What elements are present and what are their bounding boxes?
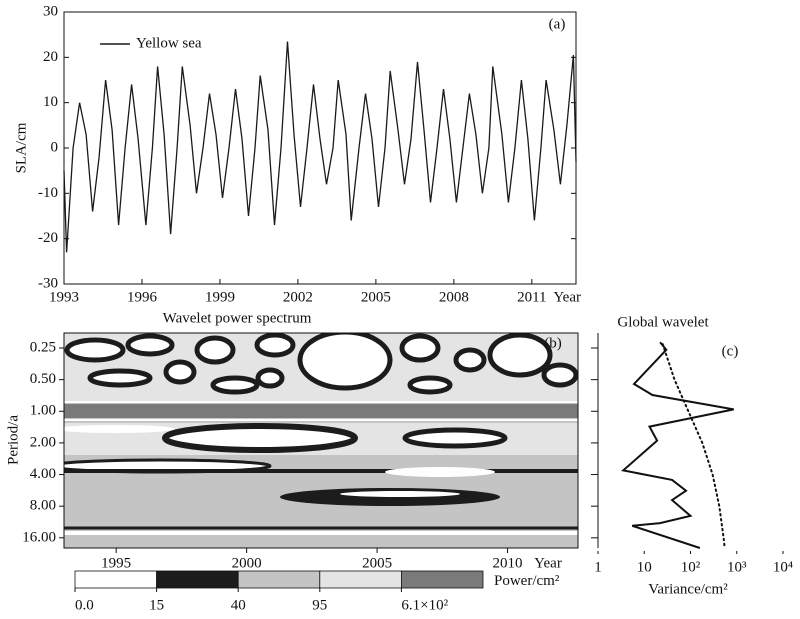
x-tick-label: 10² (681, 559, 701, 575)
y-tick-label: 16.00 (22, 529, 56, 545)
colorbar-segment (319, 570, 402, 589)
colorbar-segment (156, 570, 239, 589)
y-tick-label: 0.50 (30, 371, 56, 387)
x-tick-label: 1993 (49, 289, 79, 305)
y-tick-label: 1.00 (30, 403, 56, 419)
x-axis-label: Variance/cm² (648, 581, 728, 597)
x-tick-label: 2000 (232, 555, 262, 571)
y-tick-label: -10 (38, 185, 58, 201)
x-tick-label: 2005 (362, 555, 392, 571)
y-tick-label: 20 (43, 49, 58, 65)
plot-frame (63, 332, 579, 549)
y-tick-label: 30 (43, 3, 58, 19)
y-tick-label: 0.25 (30, 339, 56, 355)
x-tick-label: 10³ (727, 559, 747, 575)
x-tick-label: 2002 (283, 289, 313, 305)
series-line (63, 41, 577, 253)
panel-label: (b) (544, 335, 562, 351)
colorbar-title: Power/cm² (494, 573, 560, 589)
panel-label: (c) (722, 343, 739, 359)
plot-frame (63, 11, 577, 285)
y-tick-label: 8.00 (30, 498, 56, 514)
y-axis-label: Period/a (5, 415, 21, 465)
y-tick-label: -20 (38, 230, 58, 246)
x-tick-label: 1999 (205, 289, 235, 305)
colorbar-segment (237, 570, 321, 589)
y-tick-label: 2.00 (30, 434, 56, 450)
colorbar-label: 15 (149, 597, 164, 613)
wavelet-field (64, 333, 578, 548)
colorbar-label: 40 (231, 597, 246, 613)
x-axis-label: Year (534, 555, 562, 571)
series-line (661, 343, 726, 549)
x-tick-label: 1 (594, 559, 602, 575)
x-tick-label: 2008 (439, 289, 469, 305)
chart-title: Global wavelet (617, 314, 709, 330)
x-axis-label: Year (553, 289, 581, 305)
x-tick-label: 10 (637, 559, 652, 575)
x-tick-label: 2010 (493, 555, 523, 571)
x-tick-label: 2011 (517, 289, 546, 305)
y-tick-label: 10 (43, 94, 58, 110)
y-axis-label: SLA/cm (13, 122, 29, 173)
colorbar-segment (400, 570, 484, 589)
chart-title: Wavelet power spectrum (163, 310, 312, 326)
colorbar-segment (74, 570, 157, 589)
series-line (621, 341, 734, 549)
x-tick-label: 2005 (361, 289, 391, 305)
legend-label: Yellow sea (136, 35, 202, 51)
y-tick-label: 0 (51, 139, 59, 155)
colorbar-label: 0.0 (75, 597, 94, 613)
x-tick-label: 1995 (101, 555, 131, 571)
x-tick-label: 10⁴ (773, 559, 793, 575)
x-tick-label: 1996 (127, 289, 158, 305)
colorbar-label: 6.1×10² (401, 597, 448, 613)
colorbar-label: 95 (312, 597, 327, 613)
y-tick-label: -30 (38, 275, 58, 291)
y-tick-label: 4.00 (30, 466, 56, 482)
panel-label: (a) (549, 16, 566, 32)
